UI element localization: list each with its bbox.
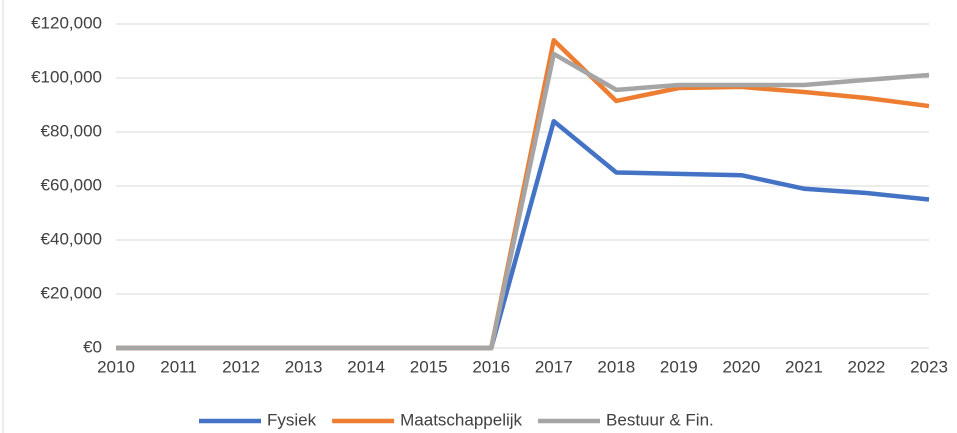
x-tick-label: 2021 <box>785 357 823 376</box>
x-tick-label: 2010 <box>97 357 135 376</box>
x-tick-label: 2019 <box>660 357 698 376</box>
y-tick-label: €40,000 <box>41 229 102 248</box>
x-tick-label: 2015 <box>410 357 448 376</box>
x-tick-label: 2011 <box>160 357 197 376</box>
series-line <box>116 51 930 351</box>
y-tick-label: €80,000 <box>41 121 102 140</box>
series-line <box>116 118 930 351</box>
y-tick-label: €0 <box>83 337 102 356</box>
legend-label: Fysiek <box>267 410 317 429</box>
x-tick-label: 2023 <box>910 357 948 376</box>
legend-label: Maatschappelijk <box>400 410 522 429</box>
x-tick-label: 2012 <box>222 357 260 376</box>
y-tick-label: €60,000 <box>41 175 102 194</box>
legend-label: Bestuur & Fin. <box>606 410 714 429</box>
x-tick-label: 2018 <box>597 357 635 376</box>
x-tick-label: 2013 <box>285 357 323 376</box>
y-tick-label: €100,000 <box>31 67 102 86</box>
y-tick-label: €20,000 <box>41 283 102 302</box>
x-tick-label: 2017 <box>535 357 573 376</box>
y-tick-label: €120,000 <box>31 13 102 32</box>
x-tick-label: 2016 <box>472 357 510 376</box>
x-tick-label: 2022 <box>848 357 886 376</box>
x-tick-label: 2020 <box>722 357 760 376</box>
x-tick-label: 2014 <box>347 357 385 376</box>
